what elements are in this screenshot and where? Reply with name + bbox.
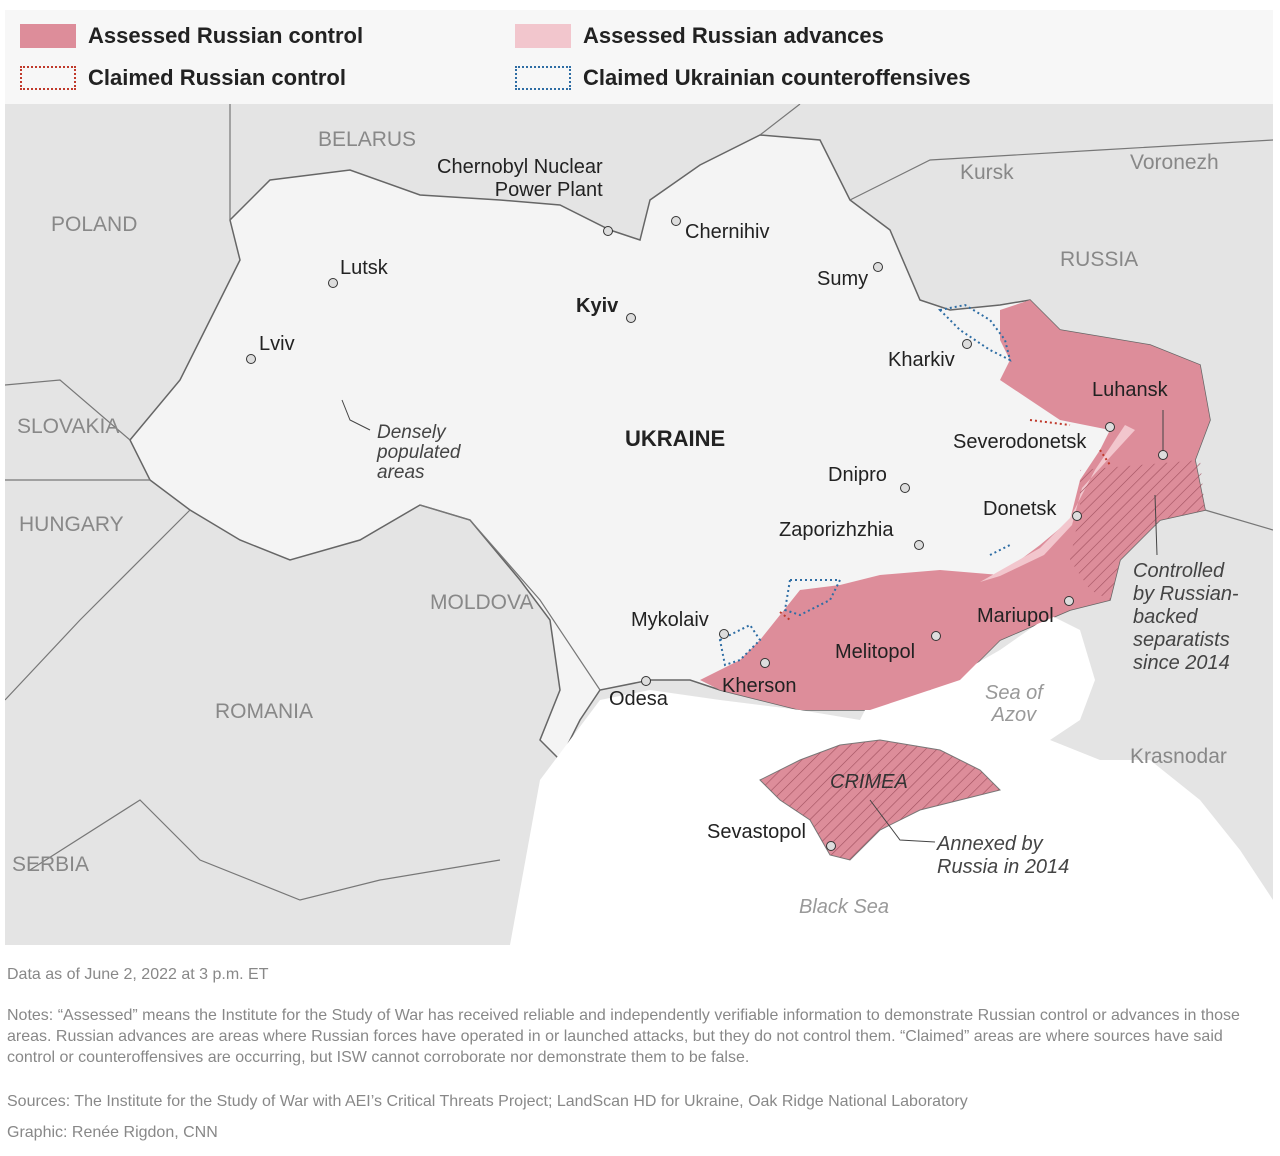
city-marker [914, 540, 924, 550]
label-luhansk: Luhansk [1092, 379, 1168, 401]
city-marker [1105, 422, 1115, 432]
label-belarus: BELARUS [318, 128, 417, 151]
city-marker [826, 841, 836, 851]
legend-assessed-advances: Assessed Russian advances [515, 23, 884, 49]
label-crimea: CRIMEA [830, 771, 908, 793]
label-krasnodar: Krasnodar [1130, 745, 1227, 768]
label-russia: RUSSIA [1060, 248, 1139, 271]
city-marker [900, 483, 910, 493]
map[interactable]: BELARUS POLAND RUSSIA SLOVAKIA HUNGARY M… [5, 104, 1273, 945]
swatch [515, 24, 571, 48]
city-marker [626, 313, 636, 323]
label-chernobyl: Chernobyl Nuclear Power Plant [437, 156, 603, 201]
legend: Assessed Russian control Assessed Russia… [5, 10, 1273, 104]
label-kharkiv: Kharkiv [888, 349, 955, 371]
label-lviv: Lviv [259, 333, 295, 355]
borders [5, 104, 1273, 901]
label-serbia: SERBIA [12, 853, 90, 876]
label-melitopol: Melitopol [835, 641, 916, 663]
city-marker [1158, 450, 1168, 460]
label-dnipro: Dnipro [828, 464, 887, 486]
city-marker [641, 676, 651, 686]
label-odesa: Odesa [609, 688, 668, 710]
label-chernihiv: Chernihiv [685, 221, 770, 243]
city-marker [962, 339, 972, 349]
label-black-sea: Black Sea [799, 896, 890, 918]
city-marker [873, 262, 883, 272]
city-marker [246, 354, 256, 364]
annotation-separatists: Controlled by Russian- backed separatist… [1133, 560, 1239, 674]
city-marker [760, 658, 770, 668]
city-marker [931, 631, 941, 641]
label-slovakia: SLOVAKIA [17, 415, 120, 438]
city-marker [719, 629, 729, 639]
sources: Sources: The Institute for the Study of … [7, 1093, 968, 1110]
label-severodonetsk: Severodonetsk [953, 431, 1087, 453]
label-hungary: HUNGARY [19, 513, 124, 536]
label-poland: POLAND [51, 213, 138, 236]
label-donetsk: Donetsk [983, 498, 1057, 520]
city-marker [603, 226, 613, 236]
city-marker [1072, 511, 1082, 521]
legend-label: Assessed Russian advances [583, 23, 884, 48]
legend-assessed-control: Assessed Russian control [20, 23, 363, 49]
notes: Notes: “Assessed” means the Institute fo… [7, 1007, 1240, 1066]
label-sevastopol: Sevastopol [707, 821, 806, 843]
city-marker [1064, 596, 1074, 606]
data-date: Data as of June 2, 2022 at 3 p.m. ET [7, 966, 269, 983]
legend-label: Claimed Ukrainian counteroffensives [583, 65, 971, 90]
label-moldova: MOLDOVA [430, 591, 534, 614]
russian-advances-area [980, 425, 1135, 582]
annotation-annexed: Annexed by Russia in 2014 [937, 833, 1070, 878]
city-marker [671, 216, 681, 226]
swatch [20, 66, 76, 90]
label-kherson: Kherson [722, 675, 797, 697]
swatch [515, 66, 571, 90]
label-romania: ROMANIA [215, 700, 314, 723]
label-voronezh: Voronezh [1130, 151, 1219, 174]
legend-claimed-counteroffensives: Claimed Ukrainian counteroffensives [515, 65, 971, 91]
label-kursk: Kursk [960, 161, 1014, 184]
annotation-lines [341, 399, 1164, 843]
claimed-russian-control [779, 419, 1111, 621]
legend-label: Claimed Russian control [88, 65, 346, 90]
graphic-credit: Graphic: Renée Rigdon, CNN [7, 1124, 218, 1141]
separatist-area [1070, 460, 1205, 600]
swatch [20, 24, 76, 48]
label-kyiv: Kyiv [576, 295, 619, 317]
label-ukraine: UKRAINE [625, 426, 726, 451]
legend-claimed-control: Claimed Russian control [20, 65, 346, 91]
label-sea-of-azov: Sea of Azov [985, 682, 1043, 726]
annotation-densely-populated: Densely populated areas [377, 422, 461, 483]
label-sumy: Sumy [817, 268, 869, 290]
label-lutsk: Lutsk [340, 257, 388, 279]
label-mariupol: Mariupol [977, 605, 1054, 627]
label-mykolaiv: Mykolaiv [631, 609, 709, 631]
legend-label: Assessed Russian control [88, 23, 364, 48]
russian-control-area [700, 300, 1210, 710]
label-zaporizhzhia: Zaporizhzhia [779, 519, 894, 541]
city-marker [328, 278, 338, 288]
map-shapes [5, 104, 1273, 945]
